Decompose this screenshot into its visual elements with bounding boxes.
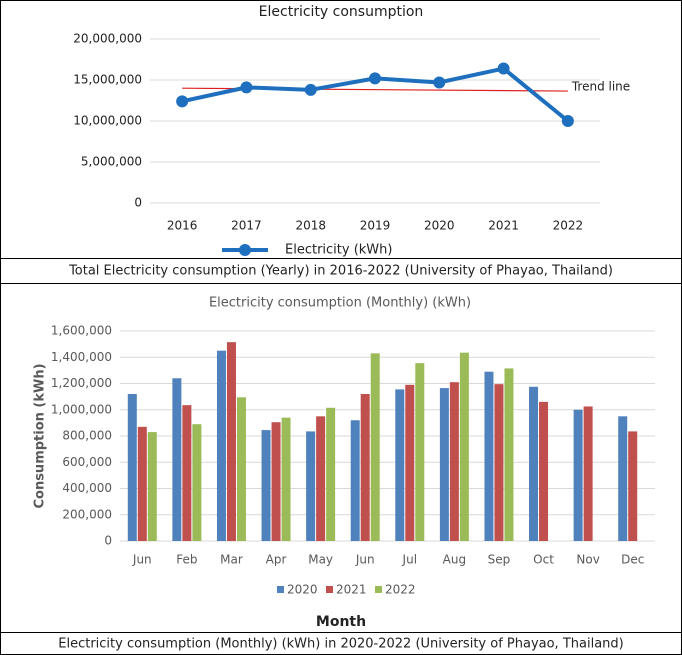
bar [137,426,147,541]
y-tick-label: 600,000 [62,455,112,469]
bar [172,378,182,541]
x-axis-label: Month [316,614,366,630]
legend-label: 2022 [385,583,416,597]
y-axis-label: Consumption (kWh) [33,363,48,508]
bar [316,416,326,541]
bar [147,432,157,541]
x-tick-label: 2016 [167,219,198,233]
y-tick-label: 1,200,000 [51,376,112,390]
bar [350,420,360,541]
point [240,81,253,94]
x-tick-label: 2019 [360,219,391,233]
x-tick-label: Dec [621,553,644,567]
bar [261,430,271,541]
bar [415,363,425,541]
y-tick-label: 400,000 [62,481,112,495]
y-tick-label: 0 [104,534,112,548]
bar [306,431,316,541]
point [304,83,317,96]
bar [484,371,494,541]
bar [326,407,336,541]
trend-label: Trend line [571,80,630,94]
bar [395,389,405,541]
bar [281,417,291,541]
bar [370,353,380,541]
x-tick-label: Oct [533,553,554,567]
bar [439,388,449,541]
legend-swatch [239,244,251,256]
x-tick-label: May [308,553,333,567]
caption: Electricity consumption (Monthly) (kWh) … [58,637,623,652]
bar [449,382,459,541]
x-tick-label: Aug [443,553,466,567]
bar [573,409,583,541]
x-tick-label: 2020 [424,219,455,233]
x-tick-label: Apr [266,553,287,567]
bar [494,384,504,541]
y-tick-label: 20,000,000 [73,32,142,46]
y-tick-label: 1,400,000 [51,350,112,364]
bar [216,350,226,541]
legend-swatch [326,586,333,593]
x-tick-label: Feb [176,553,197,567]
point [369,72,381,85]
x-tick-label: 2021 [488,219,519,233]
y-tick-label: 1,600,000 [51,324,112,338]
legend-label: 2021 [336,583,367,597]
x-tick-label: Jul [402,553,417,567]
bar [618,416,628,541]
bar [236,397,246,541]
point [561,115,574,127]
point [433,76,446,89]
bar [628,431,638,541]
x-tick-label: 2018 [295,219,326,233]
legend-swatch [277,586,284,593]
legend-label: 2020 [287,583,318,597]
y-tick-label: 200,000 [62,507,112,521]
bar [192,424,202,541]
point [497,62,510,75]
bar [583,406,593,541]
bar [360,394,370,541]
chart-title: Electricity consumption [259,4,424,20]
x-tick-label: Sep [488,553,511,567]
bar [539,401,549,541]
bar [271,422,281,541]
bar [504,368,514,541]
y-tick-label: 15,000,000 [73,73,142,87]
y-tick-label: 5,000,000 [81,155,142,169]
bar [226,342,236,541]
x-tick-label: 2022 [553,219,584,233]
y-tick-label: 0 [134,196,142,210]
chart-title: Electricity consumption (Monthly) (kWh) [209,296,471,311]
x-tick-label: Mar [220,553,243,567]
x-tick-label: Nov [576,553,599,567]
bar [529,386,539,541]
bar [127,394,137,541]
bar [405,384,415,541]
bar [182,405,192,541]
caption: Total Electricity consumption (Yearly) i… [68,264,613,279]
legend-swatch [375,586,382,593]
legend-label: Electricity (kWh) [285,243,392,258]
x-tick-label: Jun [355,553,375,567]
point [176,95,189,108]
y-tick-label: 800,000 [62,429,112,443]
bar [459,352,469,541]
y-tick-label: 1,000,000 [51,402,112,416]
x-tick-label: Jun [132,553,152,567]
x-tick-label: 2017 [231,219,262,233]
y-tick-label: 10,000,000 [73,114,142,128]
